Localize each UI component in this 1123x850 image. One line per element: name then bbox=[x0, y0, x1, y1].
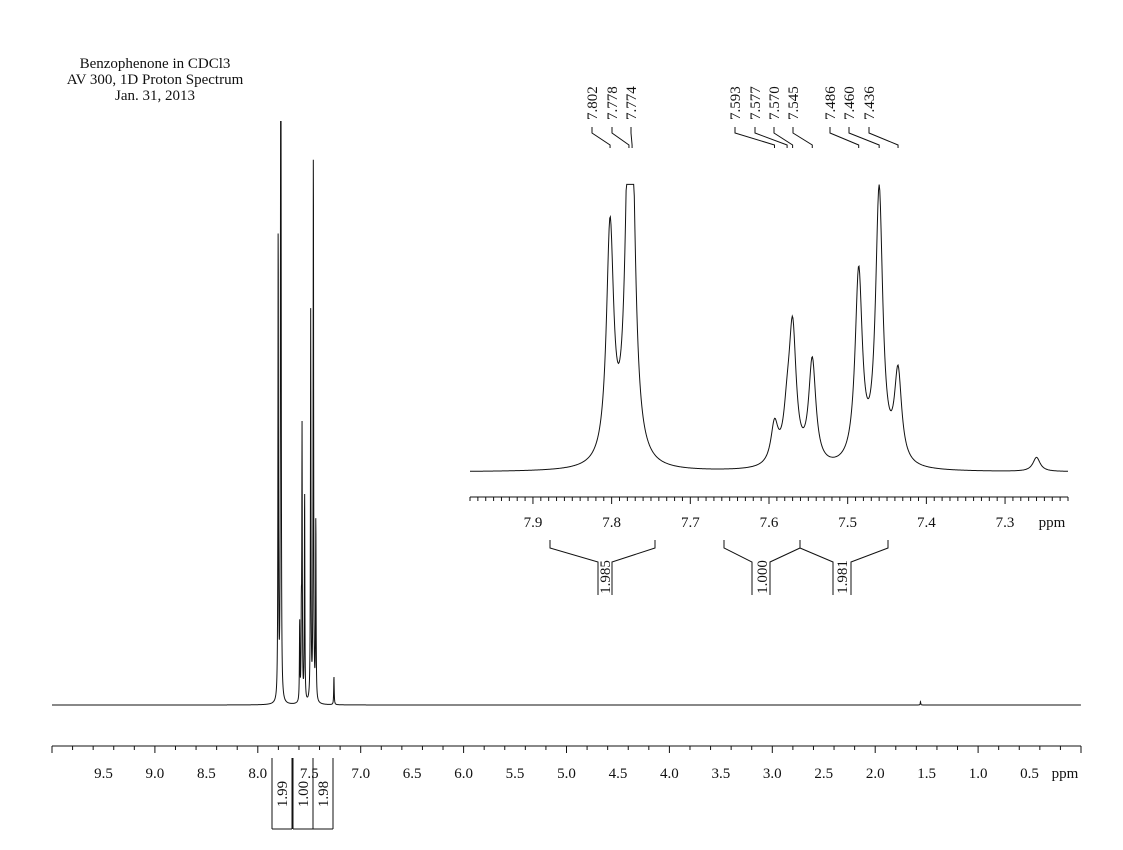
full-x-tick-label: 2.5 bbox=[814, 766, 833, 782]
inset-integral-bracket bbox=[769, 540, 801, 595]
full-x-tick-label: 9.5 bbox=[94, 766, 113, 782]
inset-x-tick-label: 7.6 bbox=[760, 515, 779, 531]
inset-peak-connector bbox=[591, 127, 611, 148]
inset-integral-bracket bbox=[850, 540, 889, 595]
inset-x-tick-label: 7.8 bbox=[602, 515, 621, 531]
full-x-tick-label: 8.5 bbox=[197, 766, 216, 782]
full-x-tick-label: 1.0 bbox=[969, 766, 988, 782]
inset-integral-bracket bbox=[799, 540, 834, 595]
spectrum-title: Benzophenone in CDCl3 AV 300, 1D Proton … bbox=[40, 56, 270, 104]
inset-peak-connector bbox=[734, 127, 776, 148]
inset-peak-label: 7.486 bbox=[823, 86, 839, 120]
inset-peak-label: 7.802 bbox=[585, 86, 601, 120]
full-integral-label: 1.98 bbox=[316, 781, 332, 807]
inset-peak-connector bbox=[829, 127, 860, 148]
inset-x-tick-label: 7.4 bbox=[917, 515, 936, 531]
inset-x-tick-label: 7.7 bbox=[681, 515, 700, 531]
inset-peak-label: 7.593 bbox=[728, 86, 744, 120]
inset-peak-connector bbox=[792, 127, 813, 148]
full-x-tick-label: 6.0 bbox=[454, 766, 473, 782]
full-x-tick-label: 7.0 bbox=[351, 766, 370, 782]
inset-integral-bracket bbox=[549, 540, 599, 595]
inset-x-tick-label: 7.3 bbox=[996, 515, 1015, 531]
full-integral-label: 1.00 bbox=[296, 781, 312, 807]
full-x-tick-label: 0.5 bbox=[1020, 766, 1039, 782]
title-line-compound: Benzophenone in CDCl3 bbox=[79, 56, 231, 72]
title-line-date: Jan. 31, 2013 bbox=[115, 88, 195, 104]
full-x-tick-label: 6.5 bbox=[403, 766, 422, 782]
inset-x-tick-label: 7.9 bbox=[524, 515, 543, 531]
inset-x-axis-label: ppm bbox=[1039, 515, 1066, 531]
inset-peak-label: 7.570 bbox=[767, 86, 783, 120]
full-x-tick-label: 8.0 bbox=[248, 766, 267, 782]
full-spectrum-trace bbox=[52, 121, 1081, 706]
full-integral-label: 1.99 bbox=[275, 781, 291, 807]
full-x-tick-label: 4.5 bbox=[609, 766, 628, 782]
inset-peak-label: 7.545 bbox=[786, 86, 802, 120]
inset-peak-label: 7.577 bbox=[748, 86, 764, 120]
full-x-tick-label: 2.0 bbox=[866, 766, 885, 782]
title-line-instrument: AV 300, 1D Proton Spectrum bbox=[66, 72, 244, 88]
full-x-tick-label: 4.0 bbox=[660, 766, 679, 782]
inset-peak-label: 7.460 bbox=[842, 86, 858, 120]
inset-peak-connector bbox=[611, 127, 630, 148]
inset-peak-connector bbox=[848, 127, 880, 148]
inset-integral-bracket bbox=[723, 540, 753, 595]
inset-integral-label: 1.981 bbox=[835, 560, 851, 594]
full-x-axis-label: ppm bbox=[1052, 766, 1079, 782]
inset-peak-connector bbox=[868, 127, 899, 148]
inset-x-tick-label: 7.5 bbox=[838, 515, 857, 531]
full-x-tick-label: 5.5 bbox=[506, 766, 525, 782]
inset-integral-label: 1.000 bbox=[755, 560, 771, 594]
inset-peak-connector bbox=[773, 127, 794, 148]
full-x-tick-label: 5.0 bbox=[557, 766, 576, 782]
full-x-tick-label: 1.5 bbox=[917, 766, 936, 782]
inset-peak-label: 7.778 bbox=[605, 86, 621, 120]
inset-integral-label: 1.985 bbox=[598, 560, 614, 594]
inset-peak-label: 7.436 bbox=[862, 86, 878, 120]
full-x-tick-label: 3.0 bbox=[763, 766, 782, 782]
inset-peak-connector bbox=[630, 127, 633, 148]
full-x-tick-label: 3.5 bbox=[711, 766, 730, 782]
inset-peak-connector bbox=[754, 127, 788, 148]
full-x-tick-label: 9.0 bbox=[146, 766, 165, 782]
inset-peak-label: 7.774 bbox=[624, 86, 640, 120]
full-x-tick-label: 7.5 bbox=[300, 766, 319, 782]
inset-spectrum-trace bbox=[469, 183, 1069, 472]
inset-integral-bracket bbox=[611, 540, 656, 595]
